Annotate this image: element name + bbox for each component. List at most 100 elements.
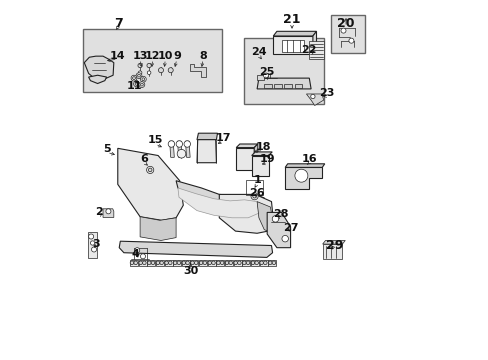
Bar bbox=[244, 38, 323, 104]
Text: 7: 7 bbox=[114, 17, 122, 30]
Polygon shape bbox=[189, 64, 205, 77]
Bar bbox=[224, 260, 232, 266]
Bar bbox=[246, 180, 262, 195]
Circle shape bbox=[142, 78, 144, 81]
Circle shape bbox=[140, 76, 146, 82]
Bar bbox=[268, 260, 276, 266]
Polygon shape bbox=[273, 31, 316, 36]
Bar bbox=[199, 260, 206, 266]
Polygon shape bbox=[176, 181, 264, 214]
Bar bbox=[330, 15, 365, 53]
Circle shape bbox=[132, 77, 135, 80]
Bar bbox=[322, 244, 342, 259]
Text: 1: 1 bbox=[253, 175, 261, 185]
Polygon shape bbox=[84, 56, 114, 79]
Polygon shape bbox=[178, 188, 258, 218]
Bar bbox=[156, 260, 163, 266]
Text: 15: 15 bbox=[147, 135, 163, 145]
Circle shape bbox=[177, 261, 181, 265]
Circle shape bbox=[251, 261, 254, 265]
Text: 5: 5 bbox=[103, 144, 111, 154]
Circle shape bbox=[106, 209, 111, 214]
Circle shape bbox=[194, 261, 198, 265]
Text: 14: 14 bbox=[110, 51, 125, 61]
Polygon shape bbox=[185, 141, 190, 157]
Polygon shape bbox=[219, 194, 273, 233]
Circle shape bbox=[263, 261, 266, 265]
Circle shape bbox=[252, 194, 256, 198]
Circle shape bbox=[138, 71, 142, 75]
Circle shape bbox=[242, 261, 245, 265]
Bar bbox=[88, 232, 97, 258]
Circle shape bbox=[140, 83, 143, 86]
Bar bbox=[182, 260, 189, 266]
Bar bbox=[216, 260, 224, 266]
Text: 20: 20 bbox=[337, 17, 354, 30]
Text: 17: 17 bbox=[215, 132, 231, 143]
Bar bbox=[282, 40, 303, 52]
Bar bbox=[294, 84, 302, 88]
Text: 3: 3 bbox=[92, 239, 100, 249]
Circle shape bbox=[211, 261, 215, 265]
Circle shape bbox=[138, 63, 142, 68]
Polygon shape bbox=[251, 152, 272, 156]
Polygon shape bbox=[257, 202, 272, 231]
Circle shape bbox=[173, 261, 177, 265]
Circle shape bbox=[146, 63, 151, 68]
Circle shape bbox=[268, 261, 271, 265]
Circle shape bbox=[259, 261, 263, 265]
Text: 19: 19 bbox=[260, 154, 275, 164]
Circle shape bbox=[164, 261, 168, 265]
Circle shape bbox=[183, 141, 190, 147]
Polygon shape bbox=[88, 75, 106, 84]
Circle shape bbox=[168, 141, 174, 147]
Text: 25: 25 bbox=[258, 67, 274, 77]
Circle shape bbox=[233, 261, 237, 265]
Circle shape bbox=[136, 73, 142, 78]
Text: 12: 12 bbox=[144, 51, 160, 61]
Text: 16: 16 bbox=[301, 154, 316, 164]
Circle shape bbox=[168, 68, 173, 73]
Text: 26: 26 bbox=[249, 188, 264, 198]
Circle shape bbox=[147, 261, 151, 265]
Circle shape bbox=[139, 82, 144, 87]
Circle shape bbox=[228, 261, 232, 265]
Text: 6: 6 bbox=[140, 154, 148, 164]
Circle shape bbox=[148, 168, 152, 172]
Circle shape bbox=[225, 261, 228, 265]
Polygon shape bbox=[254, 144, 257, 170]
Polygon shape bbox=[312, 31, 316, 54]
Text: 24: 24 bbox=[250, 47, 266, 57]
Circle shape bbox=[131, 75, 137, 81]
Polygon shape bbox=[266, 212, 290, 248]
Circle shape bbox=[185, 261, 189, 265]
Circle shape bbox=[182, 261, 185, 265]
Text: 22: 22 bbox=[301, 45, 316, 55]
Polygon shape bbox=[197, 133, 217, 140]
Polygon shape bbox=[119, 241, 272, 257]
Circle shape bbox=[246, 261, 249, 265]
Text: 11: 11 bbox=[127, 81, 142, 91]
Circle shape bbox=[142, 261, 146, 265]
Polygon shape bbox=[251, 156, 268, 176]
Bar bbox=[130, 260, 138, 266]
Circle shape bbox=[133, 81, 139, 87]
Circle shape bbox=[176, 141, 182, 147]
Bar bbox=[274, 84, 282, 88]
Circle shape bbox=[348, 38, 353, 43]
Bar bbox=[173, 260, 181, 266]
Circle shape bbox=[263, 73, 268, 78]
Circle shape bbox=[168, 261, 172, 265]
Text: 8: 8 bbox=[199, 51, 206, 61]
Polygon shape bbox=[257, 78, 310, 89]
Circle shape bbox=[216, 261, 220, 265]
Circle shape bbox=[151, 261, 155, 265]
Polygon shape bbox=[140, 217, 176, 240]
Circle shape bbox=[177, 149, 185, 158]
Bar bbox=[259, 260, 267, 266]
Bar bbox=[284, 84, 292, 88]
Circle shape bbox=[135, 82, 138, 85]
Circle shape bbox=[130, 261, 134, 265]
Polygon shape bbox=[285, 167, 322, 189]
Bar bbox=[250, 260, 258, 266]
